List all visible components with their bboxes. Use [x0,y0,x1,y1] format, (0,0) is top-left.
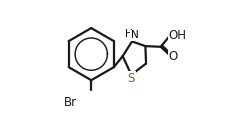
Text: N: N [131,30,138,40]
Text: Br: Br [64,96,77,109]
Text: S: S [128,72,135,85]
Text: H: H [125,29,132,39]
Text: OH: OH [168,29,186,42]
Text: O: O [169,50,178,63]
